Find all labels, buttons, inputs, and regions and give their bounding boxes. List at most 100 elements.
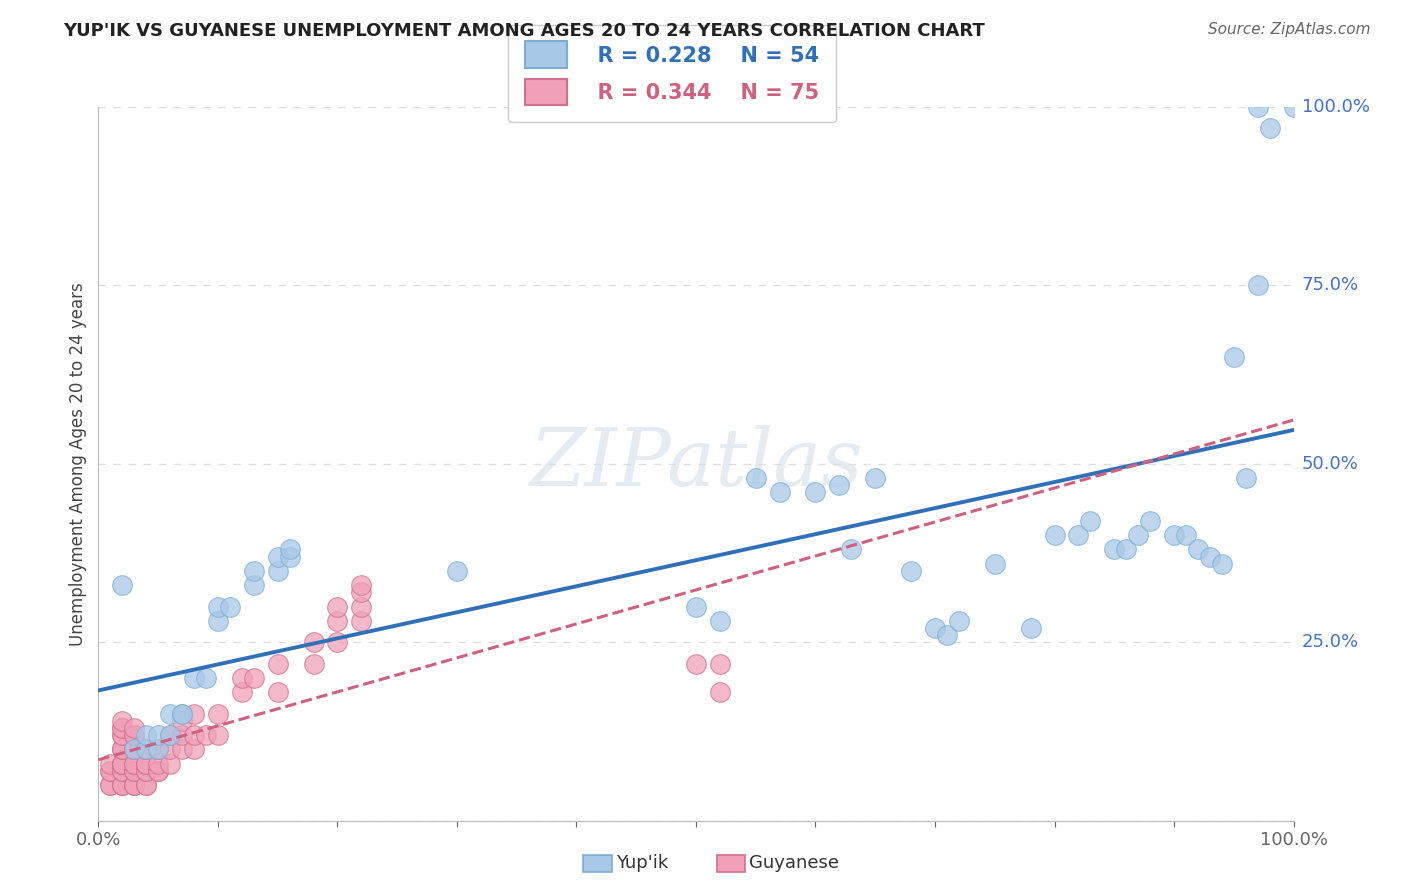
Point [1282, 100, 1305, 114]
Point [98, 778, 122, 792]
Point [685, 657, 707, 671]
Text: 25.0%: 25.0% [1302, 633, 1360, 651]
Point [350, 578, 373, 592]
Point [111, 756, 134, 771]
Legend:   R = 0.228    N = 54,   R = 0.344    N = 75: R = 0.228 N = 54, R = 0.344 N = 75 [508, 25, 837, 122]
Point [302, 635, 325, 649]
Point [1104, 542, 1126, 557]
Point [172, 706, 194, 721]
Point [135, 764, 157, 778]
Point [98, 764, 122, 778]
Point [267, 657, 290, 671]
Point [1139, 514, 1161, 528]
Point [124, 764, 146, 778]
Point [302, 657, 325, 671]
Point [1211, 557, 1233, 571]
Point [278, 549, 301, 564]
Point [135, 756, 157, 771]
Point [183, 728, 205, 742]
Point [1067, 528, 1090, 542]
Point [98, 764, 122, 778]
Point [207, 614, 229, 628]
Point [326, 635, 349, 649]
Point [1199, 549, 1222, 564]
Point [148, 764, 170, 778]
Point [267, 549, 290, 564]
Point [709, 657, 731, 671]
Point [124, 742, 146, 756]
Point [172, 706, 194, 721]
Point [159, 756, 181, 771]
Point [111, 728, 134, 742]
Point [159, 728, 181, 742]
Point [1043, 528, 1066, 542]
Point [124, 721, 146, 735]
Point [1247, 100, 1270, 114]
Point [135, 778, 157, 792]
Point [135, 778, 157, 792]
Point [326, 614, 349, 628]
Point [124, 756, 146, 771]
Text: 100.0%: 100.0% [1302, 98, 1369, 116]
Point [924, 621, 946, 635]
Point [243, 564, 266, 578]
Point [172, 728, 194, 742]
Point [135, 742, 157, 756]
Point [111, 714, 134, 728]
Point [267, 564, 290, 578]
Point [828, 478, 851, 492]
Point [135, 764, 157, 778]
Point [1234, 471, 1257, 485]
Point [350, 585, 373, 599]
Point [207, 706, 229, 721]
Point [148, 728, 170, 742]
Point [350, 614, 373, 628]
Point [685, 599, 707, 614]
Point [111, 742, 134, 756]
Point [135, 742, 157, 756]
Point [1019, 621, 1042, 635]
Point [111, 756, 134, 771]
Point [159, 706, 181, 721]
Point [124, 742, 146, 756]
Point [231, 671, 253, 685]
Point [326, 599, 349, 614]
Text: Guyanese: Guyanese [749, 855, 839, 872]
Point [183, 671, 205, 685]
Point [98, 756, 122, 771]
Point [111, 721, 134, 735]
Point [804, 485, 827, 500]
Point [124, 728, 146, 742]
Point [195, 728, 218, 742]
Point [111, 764, 134, 778]
Point [124, 778, 146, 792]
Point [1115, 542, 1137, 557]
Point [1128, 528, 1150, 542]
Point [111, 778, 134, 792]
Point [98, 778, 122, 792]
Point [267, 685, 290, 699]
Point [709, 685, 731, 699]
Point [148, 756, 170, 771]
Point [135, 756, 157, 771]
Point [243, 671, 266, 685]
Point [446, 564, 468, 578]
Point [278, 542, 301, 557]
Point [159, 742, 181, 756]
Point [768, 485, 790, 500]
Point [1187, 542, 1209, 557]
Point [195, 671, 218, 685]
Point [111, 721, 134, 735]
Text: YUP'IK VS GUYANESE UNEMPLOYMENT AMONG AGES 20 TO 24 YEARS CORRELATION CHART: YUP'IK VS GUYANESE UNEMPLOYMENT AMONG AG… [63, 22, 986, 40]
Point [1223, 350, 1246, 364]
Point [111, 764, 134, 778]
Point [745, 471, 768, 485]
Text: 75.0%: 75.0% [1302, 277, 1360, 294]
Point [1080, 514, 1102, 528]
Point [135, 728, 157, 742]
Point [841, 542, 863, 557]
Point [172, 714, 194, 728]
Point [124, 764, 146, 778]
Point [172, 742, 194, 756]
Text: Source: ZipAtlas.com: Source: ZipAtlas.com [1208, 22, 1371, 37]
